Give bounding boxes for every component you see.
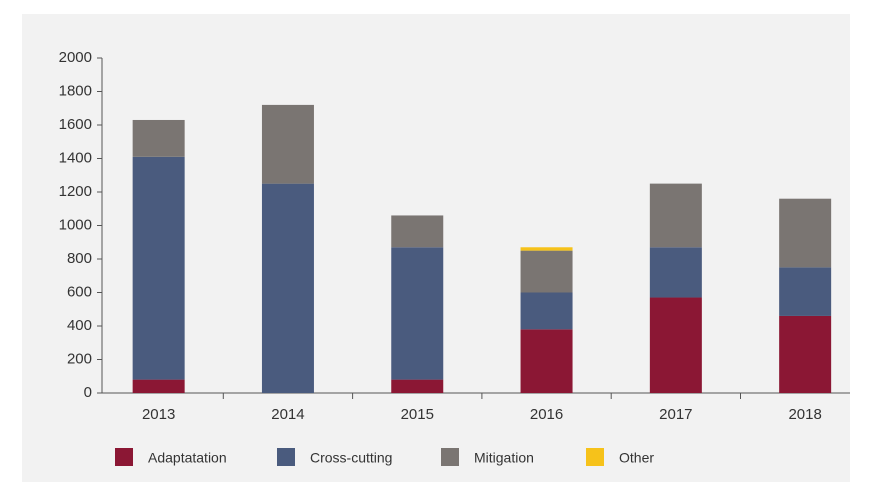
bar-segment [779, 198, 832, 268]
x-tick-label: 2013 [142, 406, 175, 423]
bar-segment [779, 267, 832, 316]
y-tick-label: 600 [67, 283, 92, 300]
y-tick-label: 1800 [59, 82, 92, 99]
bar-segment [649, 247, 702, 298]
x-tick-label: 2015 [401, 406, 434, 423]
y-tick-label: 0 [84, 384, 92, 401]
bar-segment [520, 247, 573, 251]
bar-segment [132, 379, 185, 393]
bar-segment [391, 247, 444, 380]
legend-label: Mitigation [474, 450, 534, 466]
bar-segment [649, 183, 702, 248]
x-tick-label: 2017 [659, 406, 692, 423]
legend-label: Adaptatation [148, 450, 227, 466]
legend-swatch [277, 448, 295, 466]
legend-label: Cross-cutting [310, 450, 392, 466]
bar-segment [391, 379, 444, 393]
y-tick-label: 400 [67, 317, 92, 334]
x-tick-label: 2016 [530, 406, 563, 423]
bar-segment [520, 250, 573, 293]
bar-segment [520, 292, 573, 330]
y-tick-label: 2000 [59, 49, 92, 66]
bar-segment [132, 156, 185, 380]
y-tick-label: 800 [67, 250, 92, 267]
x-tick-label: 2018 [788, 406, 821, 423]
bar-segment [779, 315, 832, 393]
bar-segment [261, 104, 314, 184]
bar-segment [649, 297, 702, 393]
bar-segment [520, 329, 573, 393]
y-tick-label: 200 [67, 350, 92, 367]
bar-segment [391, 215, 444, 248]
legend-label: Other [619, 450, 654, 466]
bar-segment [132, 119, 185, 157]
legend-swatch [115, 448, 133, 466]
x-tick-label: 2014 [271, 406, 304, 423]
y-tick-label: 1000 [59, 216, 92, 233]
legend-swatch [586, 448, 604, 466]
legend-swatch [441, 448, 459, 466]
y-tick-label: 1200 [59, 183, 92, 200]
bar-segment [261, 183, 314, 393]
y-tick-label: 1600 [59, 116, 92, 133]
y-tick-label: 1400 [59, 149, 92, 166]
